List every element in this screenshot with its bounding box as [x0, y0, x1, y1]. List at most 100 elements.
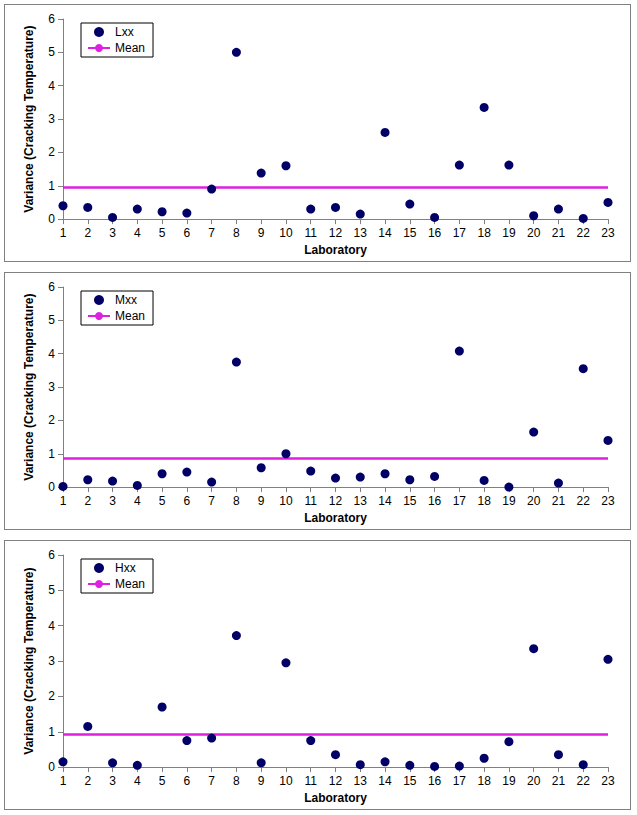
svg-text:6: 6: [48, 12, 55, 26]
svg-text:3: 3: [48, 112, 55, 126]
svg-text:3: 3: [109, 494, 116, 508]
svg-text:1: 1: [60, 226, 67, 240]
svg-text:20: 20: [527, 494, 541, 508]
svg-text:6: 6: [48, 280, 55, 294]
svg-text:13: 13: [354, 774, 368, 788]
svg-text:19: 19: [502, 226, 516, 240]
svg-text:2: 2: [84, 494, 91, 508]
svg-text:0: 0: [48, 480, 55, 494]
svg-text:5: 5: [159, 494, 166, 508]
svg-text:4: 4: [48, 347, 55, 361]
svg-text:12: 12: [329, 494, 343, 508]
svg-text:17: 17: [453, 774, 467, 788]
svg-text:3: 3: [48, 654, 55, 668]
svg-text:3: 3: [109, 226, 116, 240]
svg-text:Laboratory: Laboratory: [304, 791, 367, 805]
svg-text:Lxx: Lxx: [115, 25, 134, 39]
svg-text:3: 3: [48, 380, 55, 394]
svg-text:Hxx: Hxx: [115, 561, 136, 575]
svg-text:2: 2: [48, 689, 55, 703]
svg-text:15: 15: [403, 774, 417, 788]
svg-text:6: 6: [184, 226, 191, 240]
svg-text:14: 14: [378, 494, 392, 508]
svg-text:Mxx: Mxx: [115, 293, 137, 307]
svg-text:11: 11: [304, 494, 317, 508]
svg-text:18: 18: [477, 774, 491, 788]
svg-text:20: 20: [527, 774, 541, 788]
svg-text:22: 22: [577, 494, 591, 508]
svg-text:Laboratory: Laboratory: [304, 243, 367, 257]
svg-text:21: 21: [552, 226, 566, 240]
svg-text:Laboratory: Laboratory: [304, 511, 367, 525]
svg-text:2: 2: [48, 145, 55, 159]
svg-text:17: 17: [453, 494, 467, 508]
svg-text:5: 5: [48, 45, 55, 59]
svg-text:1: 1: [48, 179, 55, 193]
svg-text:19: 19: [502, 774, 516, 788]
svg-text:2: 2: [84, 226, 91, 240]
svg-text:13: 13: [354, 226, 368, 240]
svg-text:14: 14: [378, 226, 392, 240]
svg-text:21: 21: [552, 494, 566, 508]
svg-text:5: 5: [48, 313, 55, 327]
svg-text:4: 4: [48, 619, 55, 633]
svg-text:12: 12: [329, 774, 343, 788]
svg-text:4: 4: [48, 79, 55, 93]
svg-text:23: 23: [601, 774, 615, 788]
svg-text:4: 4: [134, 494, 141, 508]
svg-text:Variance (Cracking Temperature: Variance (Cracking Temperature): [22, 567, 36, 754]
svg-text:20: 20: [527, 226, 541, 240]
svg-text:4: 4: [134, 774, 141, 788]
svg-text:1: 1: [60, 774, 67, 788]
svg-text:5: 5: [48, 583, 55, 597]
svg-text:4: 4: [134, 226, 141, 240]
svg-text:22: 22: [577, 226, 591, 240]
svg-text:18: 18: [477, 494, 491, 508]
svg-text:Variance (Cracking Temperature: Variance (Cracking Temperature): [22, 293, 36, 480]
svg-text:18: 18: [477, 226, 491, 240]
svg-text:Mean: Mean: [115, 309, 145, 323]
svg-text:1: 1: [60, 494, 67, 508]
svg-text:15: 15: [403, 226, 417, 240]
svg-text:21: 21: [552, 774, 566, 788]
svg-text:9: 9: [258, 774, 265, 788]
svg-text:0: 0: [48, 760, 55, 774]
svg-text:9: 9: [258, 226, 265, 240]
svg-text:8: 8: [233, 226, 240, 240]
svg-text:16: 16: [428, 494, 442, 508]
svg-text:3: 3: [109, 774, 116, 788]
svg-text:9: 9: [258, 494, 265, 508]
svg-text:11: 11: [304, 226, 317, 240]
svg-text:23: 23: [601, 226, 615, 240]
svg-text:0: 0: [48, 212, 55, 226]
svg-text:Mean: Mean: [115, 41, 145, 55]
svg-text:7: 7: [208, 226, 215, 240]
svg-text:23: 23: [601, 494, 615, 508]
svg-text:5: 5: [159, 774, 166, 788]
svg-text:22: 22: [577, 774, 591, 788]
svg-text:Mean: Mean: [115, 577, 145, 591]
svg-text:8: 8: [233, 494, 240, 508]
svg-text:2: 2: [48, 413, 55, 427]
svg-text:16: 16: [428, 226, 442, 240]
svg-text:13: 13: [354, 494, 368, 508]
svg-text:10: 10: [279, 494, 293, 508]
svg-text:10: 10: [279, 226, 293, 240]
svg-text:10: 10: [279, 774, 293, 788]
svg-text:6: 6: [184, 494, 191, 508]
svg-text:1: 1: [48, 447, 55, 461]
svg-text:15: 15: [403, 494, 417, 508]
svg-text:17: 17: [453, 226, 467, 240]
svg-text:19: 19: [502, 494, 516, 508]
svg-text:2: 2: [84, 774, 91, 788]
svg-text:14: 14: [378, 774, 392, 788]
svg-text:7: 7: [208, 494, 215, 508]
svg-text:Variance (Cracking Temperature: Variance (Cracking Temperature): [22, 25, 36, 212]
svg-text:6: 6: [48, 548, 55, 562]
svg-text:7: 7: [208, 774, 215, 788]
svg-text:11: 11: [304, 774, 317, 788]
svg-text:12: 12: [329, 226, 343, 240]
svg-text:8: 8: [233, 774, 240, 788]
svg-text:16: 16: [428, 774, 442, 788]
svg-text:1: 1: [48, 725, 55, 739]
